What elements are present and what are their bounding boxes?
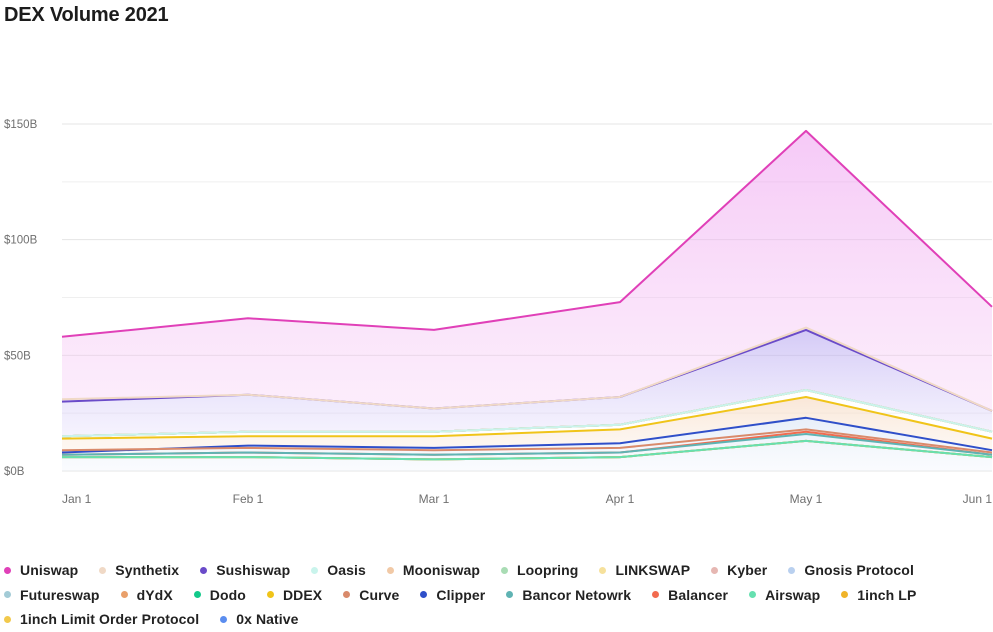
- legend-swatch-icon: [200, 566, 208, 574]
- legend-swatch-icon: [193, 591, 201, 599]
- series-line-synthetix[interactable]: [61, 326, 993, 412]
- legend-label: 1inch LP: [857, 586, 917, 603]
- legend-item-synthetix[interactable]: Synthetix: [95, 562, 179, 578]
- legend-label: Mooniswap: [402, 562, 480, 579]
- area-chart: $150B $100B $50B $0B Jan 1 Feb 1 Mar 1 Apr 1 May…: [4, 119, 993, 506]
- legend-label: Airswap: [765, 586, 821, 603]
- legend-label: Oasis: [327, 562, 366, 579]
- legend-row: Uniswap Synthetix Sushiswap Oasis Mooniswap L…: [0, 558, 993, 583]
- legend-swatch-icon: [652, 591, 660, 599]
- legend-label: Bancor Netowrk: [522, 586, 632, 603]
- legend: Uniswap Synthetix Sushiswap Oasis Mooniswap L…: [0, 558, 993, 632]
- series-line-uniswap[interactable]: [61, 129, 993, 338]
- legend-item-oasis[interactable]: Oasis: [307, 562, 366, 578]
- legend-item-sushiswap[interactable]: Sushiswap: [196, 562, 290, 578]
- chart-title: DEX Volume 2021: [4, 4, 169, 26]
- legend-label: Synthetix: [115, 562, 180, 579]
- legend-label: Sushiswap: [216, 562, 291, 579]
- x-tick-label: Jan 1: [62, 492, 92, 506]
- legend-item-1inch-lp[interactable]: 1inch LP: [837, 587, 916, 603]
- legend-swatch-icon: [266, 591, 274, 599]
- legend-label: Futureswap: [20, 586, 100, 603]
- legend-swatch-icon: [4, 591, 11, 599]
- legend-item-gnosis-protocol[interactable]: Gnosis Protocol: [784, 562, 914, 578]
- legend-label: Gnosis Protocol: [804, 562, 914, 579]
- legend-swatch-icon: [788, 566, 796, 574]
- legend-swatch-icon: [343, 591, 351, 599]
- legend-label: dYdX: [136, 586, 173, 603]
- legend-swatch-icon: [386, 566, 394, 574]
- legend-label: 0x Native: [236, 611, 299, 628]
- legend-swatch-icon: [99, 566, 107, 574]
- legend-item-uniswap[interactable]: Uniswap: [0, 562, 78, 578]
- series-line-ddex[interactable]: [61, 396, 993, 440]
- series-line-curve[interactable]: [61, 428, 993, 454]
- legend-item-ddex[interactable]: DDEX: [263, 587, 322, 603]
- legend-label: 1inch Limit Order Protocol: [20, 611, 200, 628]
- legend-label: DDEX: [282, 586, 323, 603]
- x-tick-label: Jun 1: [963, 492, 993, 506]
- legend-swatch-icon: [841, 591, 849, 599]
- legend-swatch-icon: [711, 566, 719, 574]
- series-line-airswap[interactable]: [62, 439, 993, 461]
- legend-label: Loopring: [516, 562, 579, 579]
- legend-label: Curve: [359, 586, 400, 603]
- y-tick-label: $100B: [4, 235, 38, 247]
- series-line-clipper[interactable]: [61, 416, 993, 454]
- legend-item-bancor-netowrk[interactable]: Bancor Netowrk: [502, 587, 631, 603]
- legend-item-balancer[interactable]: Balancer: [648, 587, 728, 603]
- legend-swatch-icon: [311, 566, 319, 574]
- legend-row: 1inch Limit Order Protocol 0x Native: [0, 607, 993, 632]
- legend-item-futureswap[interactable]: Futureswap: [0, 587, 100, 603]
- legend-label: Uniswap: [20, 562, 79, 579]
- legend-item-dydx[interactable]: dYdX: [117, 587, 173, 603]
- legend-item-curve[interactable]: Curve: [339, 587, 399, 603]
- y-tick-label: $0B: [4, 466, 25, 478]
- x-tick-label: Apr 1: [606, 492, 635, 506]
- x-tick-label: May 1: [790, 492, 823, 506]
- legend-item-0x-native[interactable]: 0x Native: [216, 611, 298, 627]
- series-line-oasis[interactable]: [61, 389, 993, 438]
- legend-swatch-icon: [749, 591, 757, 599]
- x-tick-label: Mar 1: [419, 492, 450, 506]
- area-band-ddex: [62, 397, 992, 453]
- legend-swatch-icon: [599, 566, 607, 574]
- legend-swatch-icon: [220, 615, 228, 623]
- legend-swatch-icon: [120, 591, 128, 599]
- y-tick-label: $150B: [4, 119, 38, 131]
- legend-label: Kyber: [727, 562, 768, 579]
- legend-item-dodo[interactable]: Dodo: [190, 587, 246, 603]
- legend-swatch-icon: [506, 591, 514, 599]
- legend-item-linkswap[interactable]: LINKSWAP: [595, 562, 690, 578]
- series-line-bancor-netowrk[interactable]: [61, 433, 993, 456]
- legend-swatch-icon: [420, 591, 428, 599]
- legend-swatch-icon: [500, 566, 508, 574]
- legend-item-1inch-limit-order-protocol[interactable]: 1inch Limit Order Protocol: [0, 611, 199, 627]
- legend-label: Dodo: [209, 586, 246, 603]
- x-tick-label: Feb 1: [233, 492, 264, 506]
- legend-label: Balancer: [668, 586, 729, 603]
- legend-label: Clipper: [436, 586, 486, 603]
- legend-swatch-icon: [4, 615, 11, 623]
- legend-row: Futureswap dYdX Dodo DDEX Curve Clipper Bancor…: [0, 583, 993, 608]
- legend-item-clipper[interactable]: Clipper: [416, 587, 485, 603]
- legend-label: LINKSWAP: [615, 562, 691, 579]
- legend-item-loopring[interactable]: Loopring: [497, 562, 578, 578]
- legend-item-airswap[interactable]: Airswap: [745, 587, 820, 603]
- legend-swatch-icon: [4, 566, 11, 574]
- legend-item-mooniswap[interactable]: Mooniswap: [383, 562, 480, 578]
- area-band-sushiswap: [62, 329, 992, 437]
- legend-item-kyber[interactable]: Kyber: [707, 562, 767, 578]
- area-band-uniswap: [62, 130, 992, 411]
- y-tick-label: $50B: [4, 350, 31, 362]
